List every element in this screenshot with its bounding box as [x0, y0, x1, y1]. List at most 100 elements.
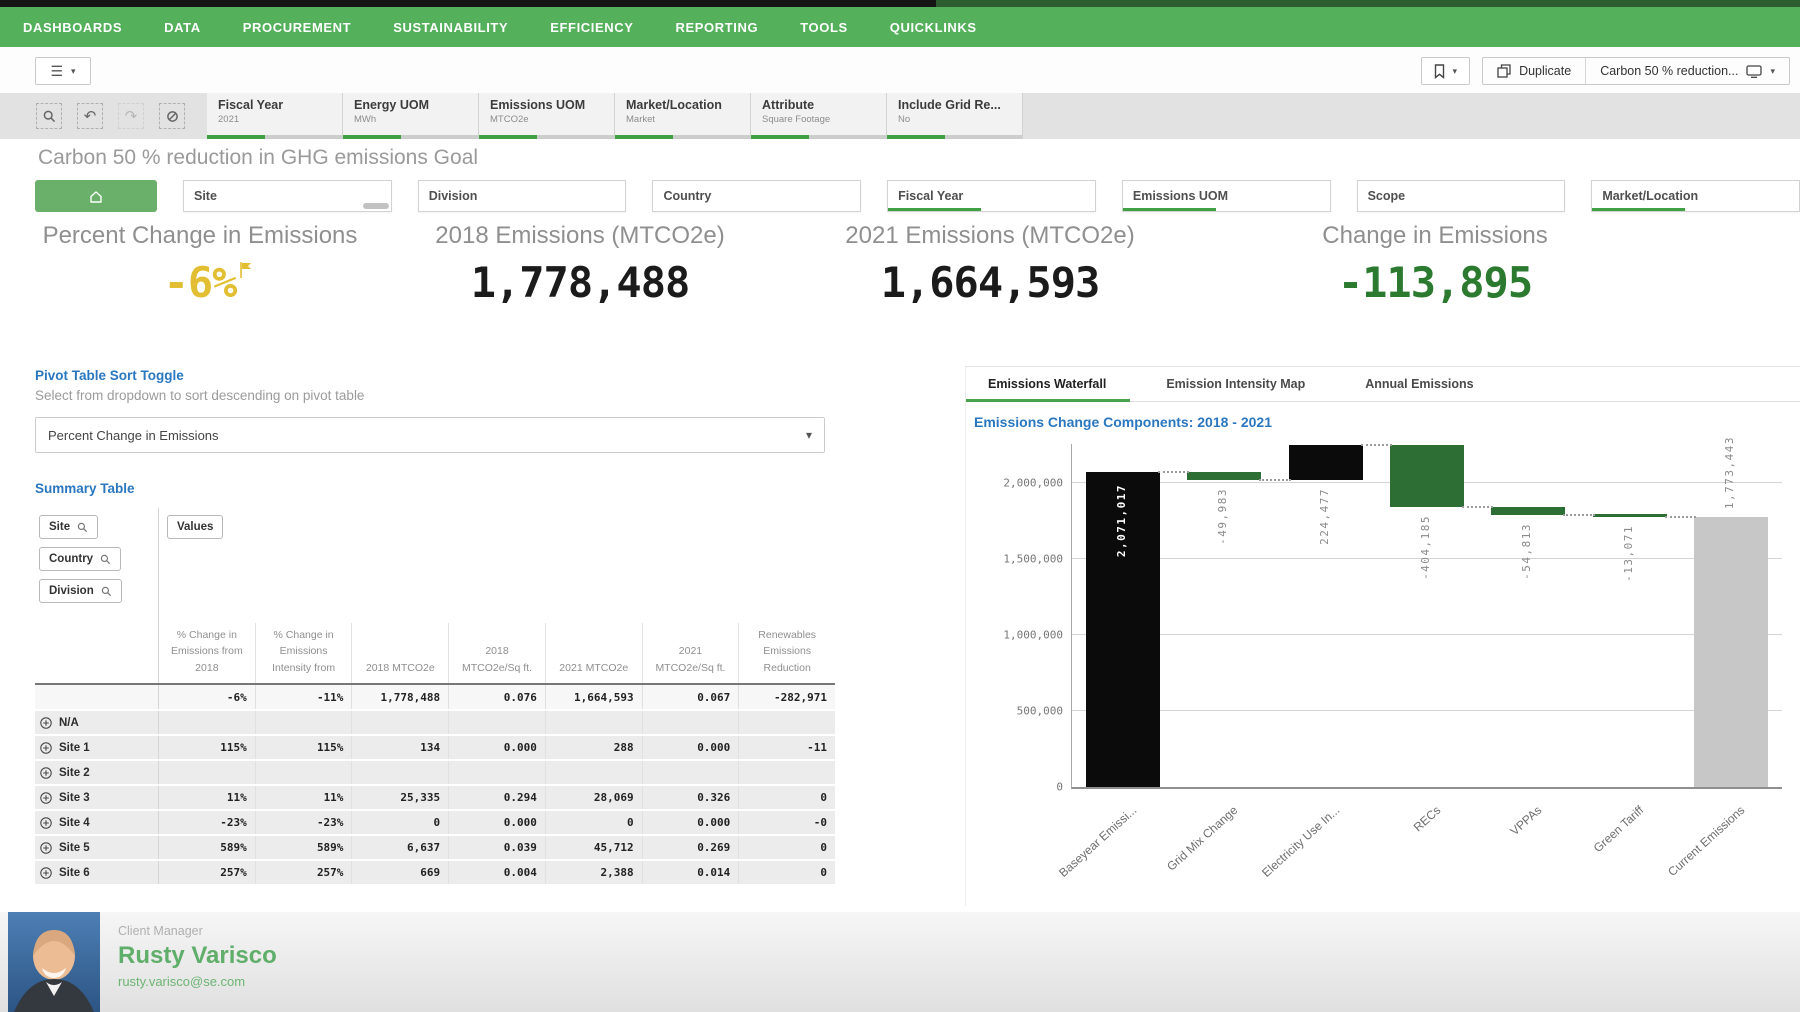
waterfall-chart-title: Emissions Change Components: 2018 - 2021: [974, 414, 1800, 430]
pivot-cell: 257%: [159, 861, 255, 884]
waterfall-bar-grid-mix-change[interactable]: [1187, 472, 1261, 480]
bar-value-label: -54,813: [1520, 523, 1533, 580]
table-row: Site 5589%589%6,6370.03945,7120.2690: [35, 836, 835, 859]
selection-chip-fiscal-year[interactable]: Fiscal Year 2021: [207, 93, 343, 139]
pivot-header: Site Country Division Values% Change in …: [35, 508, 835, 685]
pivot-row-label[interactable]: Site 1: [35, 736, 159, 759]
nav-item-reporting[interactable]: REPORTING: [655, 20, 780, 35]
tab-annual-emissions[interactable]: Annual Emissions: [1365, 367, 1473, 401]
filter-box-market-location[interactable]: Market/Location: [1591, 180, 1800, 212]
waterfall-bar-recs[interactable]: [1390, 445, 1464, 506]
pivot-cell: 0: [545, 811, 642, 834]
kpi-label: Percent Change in Emissions: [0, 222, 400, 250]
pivot-row-label[interactable]: Site 5: [35, 836, 159, 859]
toolbar: ☰ ▾ ▾ Duplicate Carbon 50 % reduction...: [0, 47, 1800, 93]
pivot-row-label[interactable]: Site 2: [35, 761, 159, 784]
filter-scrollbar[interactable]: [363, 203, 389, 209]
filter-box-site[interactable]: Site: [183, 180, 392, 212]
expand-icon: [40, 842, 52, 854]
pivot-dim-site[interactable]: Site: [39, 515, 98, 539]
chart-tabs: Emissions Waterfall Emission Intensity Ma…: [966, 367, 1800, 402]
pivot-cell: [642, 711, 739, 734]
selection-value: Square Footage: [762, 114, 875, 125]
nav-item-dashboards[interactable]: DASHBOARDS: [2, 20, 143, 35]
selection-chip-attribute[interactable]: AttributeSquare Footage: [751, 93, 887, 139]
pivot-column-header: Renewables Emissions Reduction: [738, 623, 835, 683]
bar-value-label: 2,071,017: [1115, 484, 1128, 557]
kpi-value: 1,664,593: [881, 258, 1100, 307]
pivot-values-chip[interactable]: Values: [167, 515, 223, 539]
menu-button[interactable]: ☰ ▾: [35, 57, 91, 85]
pivot-cell: 0.000: [448, 811, 545, 834]
home-button[interactable]: [35, 180, 157, 212]
selection-chip-market-location[interactable]: Market/LocationMarket: [615, 93, 751, 139]
selection-field-label: Energy UOM: [354, 98, 467, 112]
waterfall-bar-vppas[interactable]: [1491, 507, 1565, 515]
selection-value: 2021: [218, 114, 331, 125]
pivot-cell: 0.004: [448, 861, 545, 884]
x-axis-label: Grid Mix Change: [1120, 803, 1241, 914]
pivot-cell: 0.039: [448, 836, 545, 859]
selection-value: No: [898, 114, 1011, 125]
selection-chip-include-grid-re[interactable]: Include Grid Re...No: [887, 93, 1023, 139]
expand-icon: [40, 867, 52, 879]
waterfall-bar-current-emissions[interactable]: [1694, 517, 1768, 787]
pivot-cell: 0.014: [642, 861, 739, 884]
pivot-cell: [159, 711, 255, 734]
tab-emissions-waterfall[interactable]: Emissions Waterfall: [988, 367, 1106, 401]
sort-dropdown[interactable]: Percent Change in Emissions ▾: [35, 417, 825, 453]
step-back-icon[interactable]: ↶: [77, 103, 103, 129]
nav-item-sustainability[interactable]: SUSTAINABILITY: [372, 20, 529, 35]
pivot-row-label[interactable]: Site 4: [35, 811, 159, 834]
nav-item-data[interactable]: DATA: [143, 20, 222, 35]
pivot-row-label: [35, 685, 159, 709]
selection-value: MTCO2e: [490, 114, 603, 125]
sheet-icon: [1746, 65, 1762, 78]
clear-selections-icon[interactable]: [159, 103, 185, 129]
selection-field-label: Emissions UOM: [490, 98, 603, 112]
nav-item-procurement[interactable]: PROCUREMENT: [222, 20, 372, 35]
chart-panel: Emissions Waterfall Emission Intensity Ma…: [965, 366, 1800, 906]
tab-emission-intensity-map[interactable]: Emission Intensity Map: [1166, 367, 1305, 401]
filter-box-scope[interactable]: Scope: [1357, 180, 1566, 212]
pivot-cell: 288: [545, 736, 642, 759]
step-forward-icon[interactable]: ↷: [118, 103, 144, 129]
waterfall-bar-electricity-use-in[interactable]: [1289, 445, 1363, 479]
nav-item-tools[interactable]: TOOLS: [779, 20, 869, 35]
pivot-cell: -0: [738, 811, 835, 834]
pivot-row-label[interactable]: N/A: [35, 711, 159, 734]
kpi-2018-emissions-mtco2e: 2018 Emissions (MTCO2e)1,778,488: [400, 222, 760, 326]
pivot-cell: [255, 761, 352, 784]
filter-box-country[interactable]: Country: [652, 180, 861, 212]
pivot-cell: -6%: [159, 685, 255, 709]
selection-field-label: Fiscal Year: [218, 98, 331, 112]
pivot-cell: 0.076: [448, 685, 545, 709]
pivot-row-label[interactable]: Site 6: [35, 861, 159, 884]
sheet-title: Carbon 50 % reduction...: [1600, 64, 1738, 78]
pivot-row-name: Site 1: [59, 742, 90, 754]
selection-chip-emissions-uom[interactable]: Emissions UOM MTCO2e: [479, 93, 615, 139]
pivot-row-label[interactable]: Site 3: [35, 786, 159, 809]
filter-box-division[interactable]: Division: [418, 180, 627, 212]
pivot-sort-toggle-title: Pivot Table Sort Toggle: [35, 368, 840, 383]
smart-search-icon[interactable]: [36, 103, 62, 129]
filter-box-fiscal-year[interactable]: Fiscal Year: [887, 180, 1096, 212]
client-manager-email: rusty.varisco@se.com: [118, 974, 277, 989]
duplicate-button[interactable]: Duplicate: [1483, 58, 1585, 84]
waterfall-bar-green-tariff[interactable]: [1593, 514, 1667, 517]
sheet-selector[interactable]: Carbon 50 % reduction... ▾: [1585, 58, 1789, 84]
nav-item-quicklinks[interactable]: QUICKLINKS: [869, 20, 998, 35]
bookmark-button[interactable]: ▾: [1421, 57, 1471, 85]
pivot-cell: 0: [351, 811, 448, 834]
selection-chip-energy-uom[interactable]: Energy UOMMWh: [343, 93, 479, 139]
pivot-dim-division[interactable]: Division: [39, 579, 122, 603]
nav-item-efficiency[interactable]: EFFICIENCY: [529, 20, 654, 35]
pivot-dim-country[interactable]: Country: [39, 547, 121, 571]
pivot-cell: [738, 761, 835, 784]
y-axis-label: 1,000,000: [1003, 628, 1063, 641]
filter-box-emissions-uom[interactable]: Emissions UOM: [1122, 180, 1331, 212]
chevron-down-icon: ▾: [806, 429, 812, 441]
chevron-down-icon: ▾: [71, 67, 76, 76]
expand-icon: [40, 817, 52, 829]
footer: Client Manager Rusty Varisco rusty.varis…: [0, 912, 1800, 1012]
